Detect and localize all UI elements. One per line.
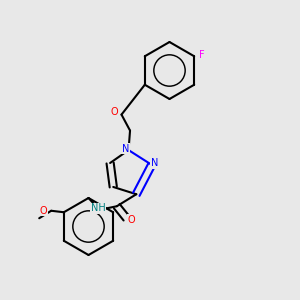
Text: O: O xyxy=(127,215,135,225)
Text: N: N xyxy=(151,158,158,168)
Text: N: N xyxy=(122,144,129,154)
Text: F: F xyxy=(199,50,205,60)
Text: O: O xyxy=(40,206,47,216)
Text: NH: NH xyxy=(91,203,105,213)
Text: O: O xyxy=(110,107,118,117)
